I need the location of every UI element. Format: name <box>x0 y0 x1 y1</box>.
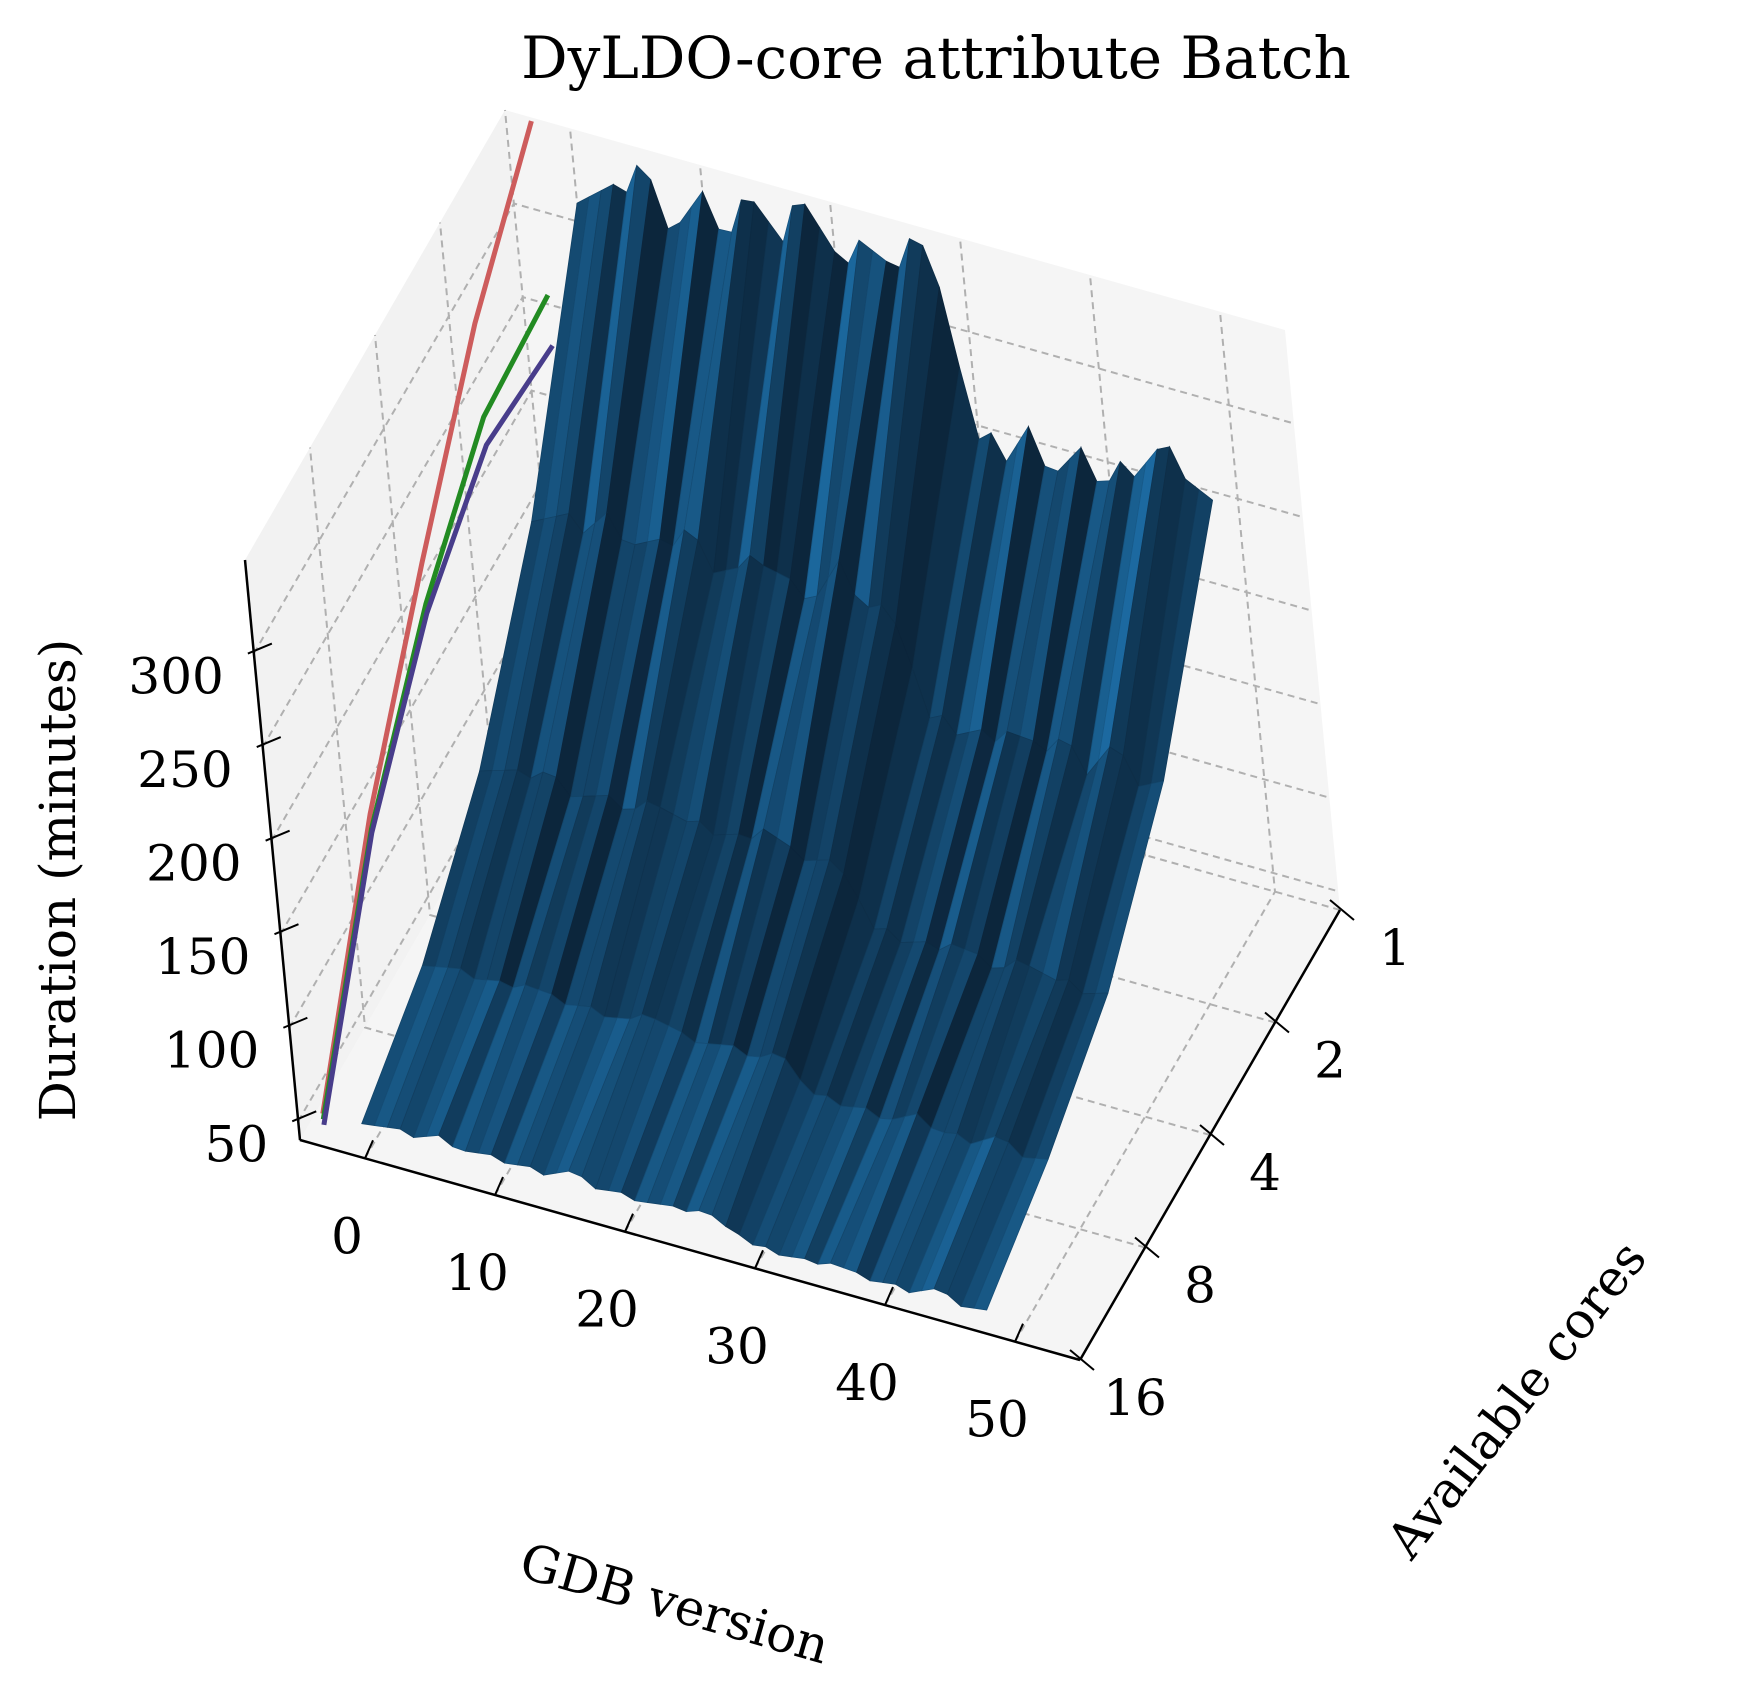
x-tick <box>364 1139 374 1159</box>
z-tick <box>247 642 273 655</box>
y-axis-line <box>1078 909 1342 1361</box>
y-tick <box>1199 1124 1225 1146</box>
projected-lines <box>320 120 555 1126</box>
y-tick <box>1069 1349 1095 1371</box>
x-tick-label: 40 <box>835 1354 899 1412</box>
surface-patch <box>973 1157 1049 1311</box>
series-line-purple <box>321 344 555 1126</box>
z-axis-label: Duration (minutes) <box>29 639 87 1121</box>
x-tick-label: 0 <box>331 1207 363 1265</box>
z-tick-label: 100 <box>164 1022 259 1080</box>
y-tick-label: 4 <box>1249 1144 1281 1202</box>
z-tick-label: 300 <box>128 648 223 706</box>
y-tick-label: 16 <box>1103 1369 1167 1427</box>
y-tick <box>1264 1011 1290 1034</box>
y-axis-label: Available cores <box>1375 1230 1658 1570</box>
z-tick <box>256 736 282 749</box>
x-axis-line <box>299 1138 1081 1362</box>
x-tick-label: 30 <box>705 1317 769 1375</box>
x-tick-label: 50 <box>965 1391 1029 1449</box>
chart-title: DyLDO-core attribute Batch <box>521 24 1351 92</box>
y-tick-label: 2 <box>1314 1032 1346 1090</box>
z-tick <box>265 829 290 842</box>
y-tick-label: 1 <box>1379 919 1411 977</box>
x-tick-label: 10 <box>445 1244 509 1302</box>
x-tick <box>754 1249 764 1269</box>
z-axis-line <box>243 559 302 1141</box>
z-tick-label: 250 <box>137 741 232 799</box>
z-tick <box>274 923 299 936</box>
z-tick-label: 50 <box>205 1115 269 1173</box>
x-tick <box>494 1176 504 1196</box>
surface <box>361 164 1214 1311</box>
z-tick <box>291 1110 317 1123</box>
y-tick <box>1329 899 1355 921</box>
x-tick <box>624 1213 634 1233</box>
axis-lines <box>243 559 1342 1362</box>
grid-line-x <box>1014 311 1277 1343</box>
z-tick-label: 200 <box>146 835 241 893</box>
x-tick <box>884 1286 894 1306</box>
grid-line-z <box>261 295 1303 748</box>
x-axis-label: GDB version <box>514 1532 836 1676</box>
y-tick-label: 8 <box>1184 1257 1216 1315</box>
series-line-red <box>320 120 534 1115</box>
x-tick-label: 20 <box>575 1281 639 1339</box>
x-tick <box>1014 1323 1024 1343</box>
z-tick <box>282 1016 308 1029</box>
y-tick <box>1134 1236 1160 1259</box>
z-tick-label: 150 <box>155 928 250 986</box>
grid-line-z <box>253 202 1295 655</box>
